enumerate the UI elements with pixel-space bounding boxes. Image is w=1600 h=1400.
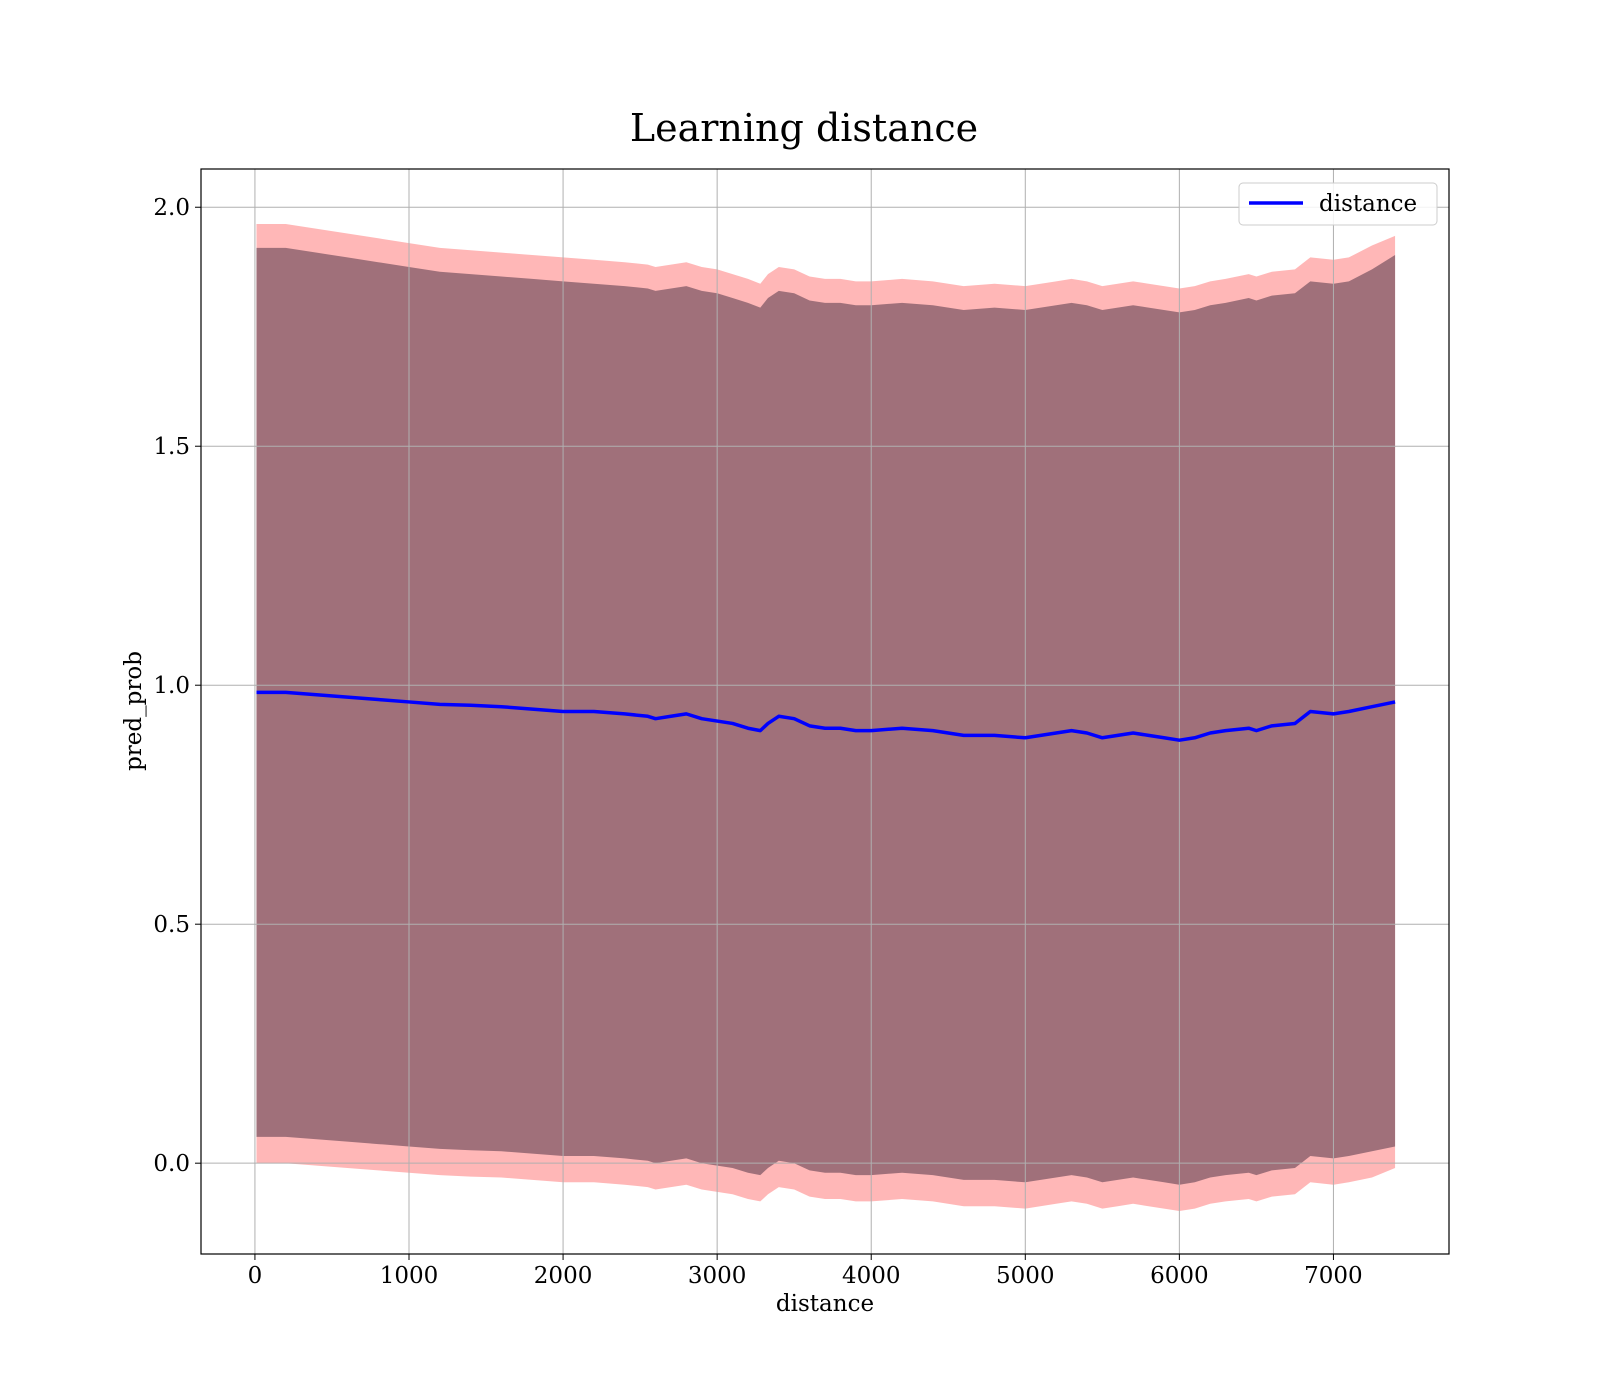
plot-frame [200, 168, 1450, 1255]
y-tick-label-0.0: 0.0 [153, 1151, 190, 1177]
series-line-distance [256, 690, 1396, 742]
x-axis-label: distance [776, 1291, 874, 1317]
legend-label-distance: distance [1319, 191, 1417, 217]
inner-band-area [256, 247, 1396, 1185]
x-tick-label-1000: 1000 [380, 1263, 439, 1289]
legend: distance [1238, 182, 1438, 226]
x-tick-label-5000: 5000 [996, 1263, 1055, 1289]
x-tick-label-3000: 3000 [688, 1263, 747, 1289]
x-tick-label-7000: 7000 [1304, 1263, 1363, 1289]
y-tick-label-1.5: 1.5 [153, 434, 190, 460]
x-tick-label-4000: 4000 [842, 1263, 901, 1289]
y-axis-label: pred_prob [121, 651, 147, 771]
legend-box [1238, 182, 1438, 226]
x-tick-label-0: 0 [248, 1263, 263, 1289]
chart-title: Learning distance [630, 106, 978, 150]
x-axis-ticks: 0 1000 2000 3000 4000 5000 6000 7000 [248, 1254, 1363, 1289]
y-tick-label-1.0: 1.0 [153, 673, 190, 699]
x-tick-label-6000: 6000 [1150, 1263, 1209, 1289]
x-tick-label-2000: 2000 [534, 1263, 593, 1289]
y-tick-label-0.5: 0.5 [153, 912, 190, 938]
plot-area [200, 168, 1450, 1255]
y-axis-ticks: 0.0 0.5 1.0 1.5 2.0 [153, 195, 201, 1177]
y-tick-label-2.0: 2.0 [153, 195, 190, 221]
